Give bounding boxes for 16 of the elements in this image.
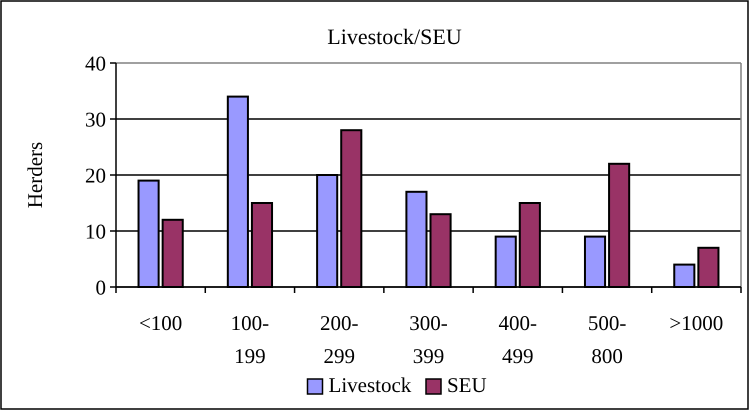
x-tick-label: >1000 — [669, 311, 724, 335]
y-tick-label: 20 — [85, 163, 106, 188]
x-tick-label: 200-299 — [320, 311, 358, 368]
x-tick-label: 300-399 — [409, 311, 448, 368]
legend-label: Livestock — [328, 373, 412, 397]
chart-title: Livestock/SEU — [327, 24, 462, 49]
x-tick-label: 400-499 — [498, 311, 538, 368]
x-tick-label: <100 — [138, 311, 182, 335]
x-tick-label: 100-199 — [230, 311, 270, 368]
y-tick-label: 0 — [96, 275, 106, 300]
y-tick-label: 10 — [85, 219, 106, 244]
y-axis-title: Herders — [23, 142, 47, 208]
y-tick-label: 30 — [85, 107, 106, 132]
y-tick-label: 40 — [85, 51, 106, 76]
x-tick-label: 500-800 — [588, 311, 626, 368]
legend-label: SEU — [447, 373, 487, 397]
